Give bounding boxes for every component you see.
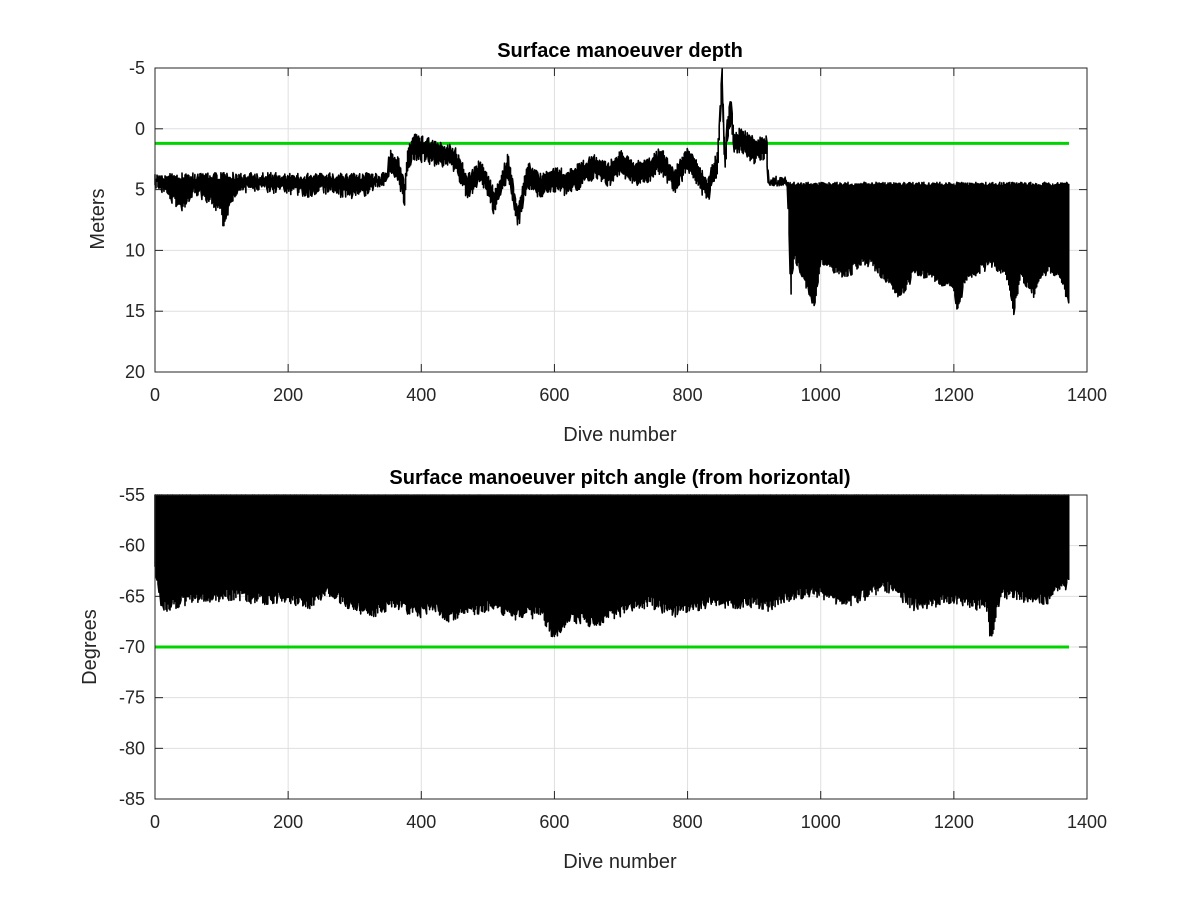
tick-labels: 0 200 400 600 800 1000 1200 1400 -55 -60 -65 -70 -75…	[119, 485, 1107, 832]
chart-title: Surface manoeuver depth	[497, 40, 743, 62]
x-tick-label: 1000	[801, 385, 841, 405]
y-tick-label: 0	[135, 119, 145, 139]
x-tick-label: 400	[406, 385, 436, 405]
depth-chart: Surface manoeuver depth Dive number Mete…	[87, 40, 1107, 446]
x-tick-label: 1400	[1067, 812, 1107, 832]
x-axis-label: Dive number	[563, 851, 677, 873]
y-tick-label: -5	[129, 58, 145, 78]
x-tick-label: 200	[273, 812, 303, 832]
x-tick-label: 800	[673, 812, 703, 832]
x-tick-label: 1200	[934, 812, 974, 832]
x-axis-label: Dive number	[563, 424, 677, 446]
x-tick-label: 0	[150, 812, 160, 832]
y-tick-label: -65	[119, 586, 145, 606]
axes-frame	[154, 494, 1088, 800]
x-tick-label: 1400	[1067, 385, 1107, 405]
pitch-chart: Surface manoeuver pitch angle (from hori…	[79, 467, 1107, 873]
x-tick-label: 600	[539, 812, 569, 832]
x-tick-label: 600	[539, 385, 569, 405]
chart-title: Surface manoeuver pitch angle (from hori…	[389, 467, 850, 489]
x-tick-label: 200	[273, 385, 303, 405]
x-tick-label: 400	[406, 812, 436, 832]
y-tick-label: -60	[119, 536, 145, 556]
y-tick-label: 15	[125, 301, 145, 321]
y-tick-label: -70	[119, 637, 145, 657]
x-tick-label: 1000	[801, 812, 841, 832]
y-tick-label: -55	[119, 485, 145, 505]
y-tick-label: -85	[119, 789, 145, 809]
data-series-line	[154, 67, 1070, 316]
x-tick-label: 1200	[934, 385, 974, 405]
y-tick-label: 20	[125, 362, 145, 382]
y-tick-label: 5	[135, 180, 145, 200]
plot-area	[154, 67, 1070, 316]
y-tick-label: -80	[119, 738, 145, 758]
y-axis-label: Meters	[87, 188, 109, 249]
y-tick-label: -75	[119, 688, 145, 708]
y-tick-label: 10	[125, 240, 145, 260]
x-tick-label: 0	[150, 385, 160, 405]
tick-labels: 0 200 400 600 800 1000 1200 1400 -5 0 5 10 15 20	[125, 58, 1107, 405]
x-tick-label: 800	[673, 385, 703, 405]
axes-frame	[154, 67, 1088, 373]
y-axis-label: Degrees	[79, 609, 101, 685]
